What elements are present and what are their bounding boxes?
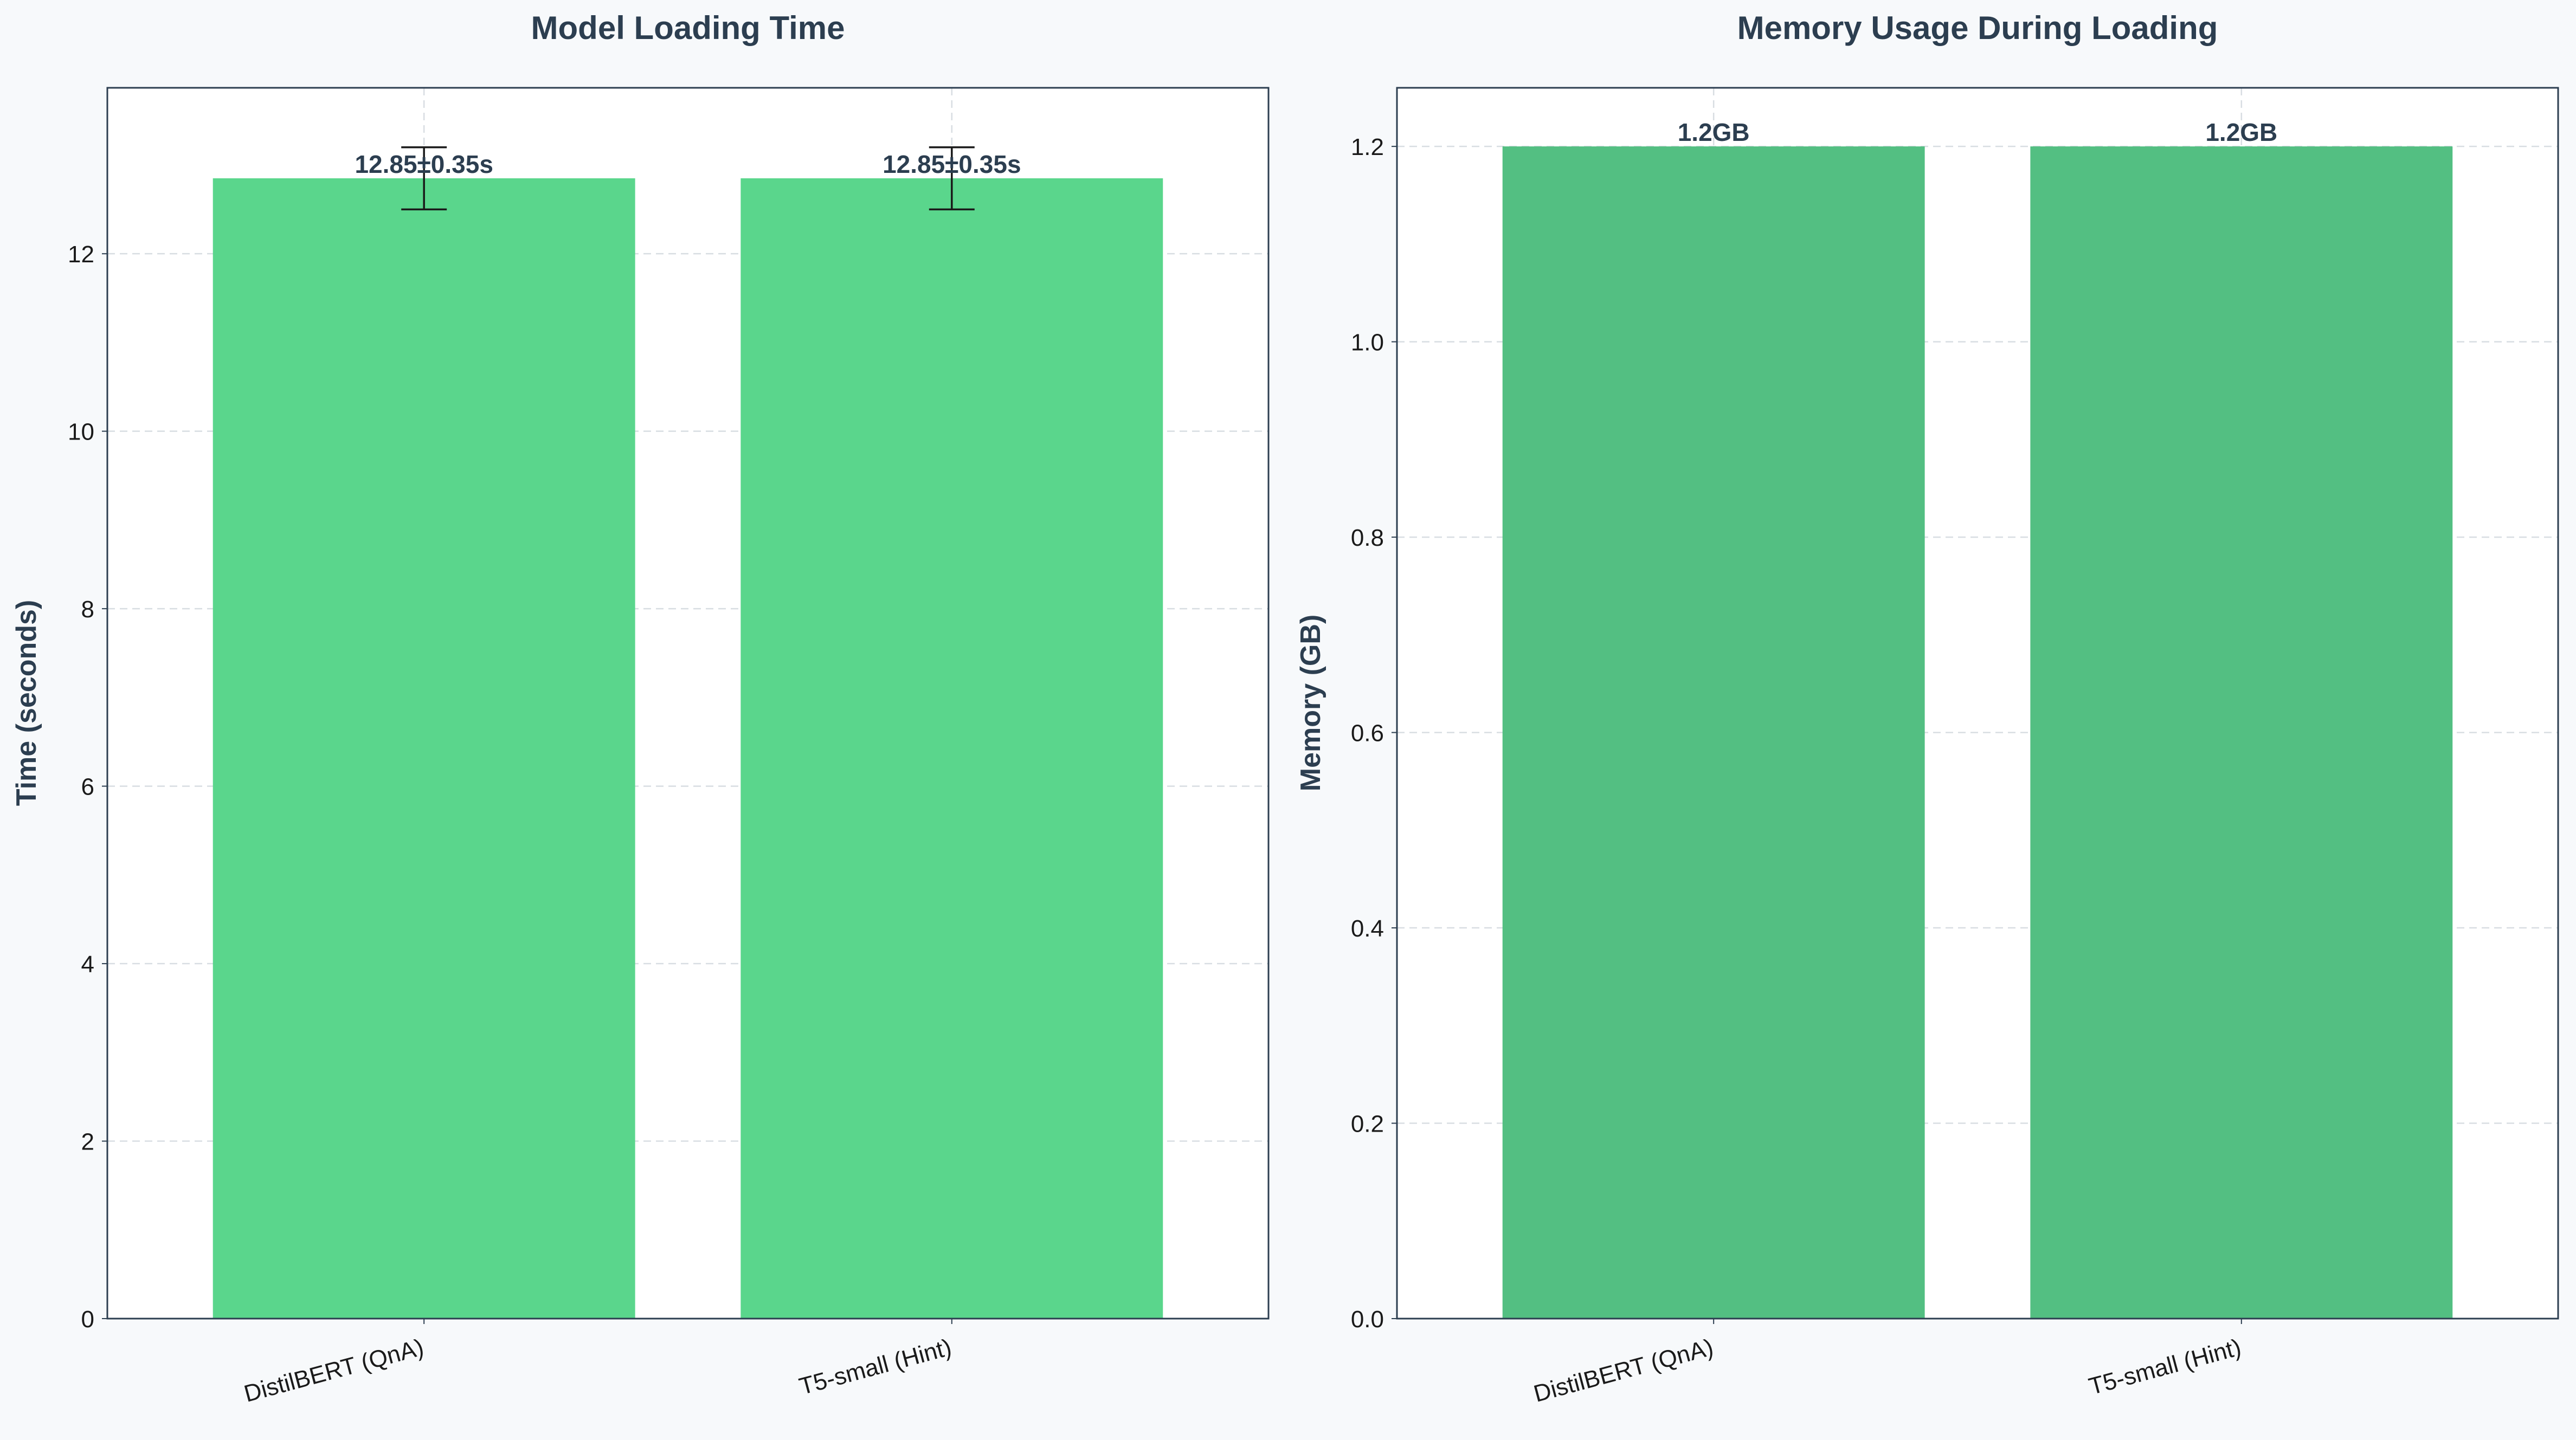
memory-usage-bars bbox=[1502, 146, 2453, 1319]
memory-usage-frame bbox=[1396, 87, 2559, 1320]
memory-usage-y-tick-label: 0.2 bbox=[1351, 1111, 1384, 1138]
loading-time-bar bbox=[212, 178, 635, 1319]
loading-time-value-labels: 12.85±0.35s 12.85±0.35s bbox=[355, 150, 1021, 178]
memory-usage-bar bbox=[1502, 146, 1925, 1319]
loading-time-chart: 12.85±0.35s 12.85±0.35s 0 2 4 6 8 10 12 DistilB… bbox=[11, 10, 1270, 1407]
memory-usage-y-tick-label: 1.2 bbox=[1351, 134, 1384, 160]
memory-usage-value-label: 1.2GB bbox=[1678, 118, 1750, 146]
loading-time-bars bbox=[212, 178, 1163, 1319]
loading-time-x-ticks: DistilBERT (QnA) T5-small (Hint) bbox=[241, 1319, 954, 1407]
loading-time-y-ticks: 0 2 4 6 8 10 12 bbox=[68, 241, 107, 1333]
loading-time-x-tick-label: T5-small (Hint) bbox=[796, 1334, 954, 1400]
loading-time-y-tick-label: 0 bbox=[81, 1306, 94, 1333]
loading-time-y-tick-label: 6 bbox=[81, 774, 94, 800]
memory-usage-value-labels: 1.2GB 1.2GB bbox=[1678, 118, 2278, 146]
loading-time-y-tick-label: 2 bbox=[81, 1129, 94, 1155]
memory-usage-y-axis-label: Memory (GB) bbox=[1295, 615, 1326, 791]
memory-usage-y-ticks: 0.0 0.2 0.4 0.6 0.8 1.0 1.2 bbox=[1351, 134, 1397, 1333]
memory-usage-x-tick-label: T5-small (Hint) bbox=[2086, 1334, 2244, 1400]
loading-time-y-tick-label: 10 bbox=[68, 419, 94, 445]
memory-usage-y-tick-label: 0.4 bbox=[1351, 915, 1384, 942]
loading-time-y-tick-label: 4 bbox=[81, 951, 94, 978]
memory-usage-y-tick-label: 0.6 bbox=[1351, 720, 1384, 747]
loading-time-bar bbox=[740, 178, 1163, 1319]
loading-time-value-label: 12.85±0.35s bbox=[883, 150, 1021, 178]
loading-time-title: Model Loading Time bbox=[531, 10, 845, 46]
loading-time-x-tick-label: DistilBERT (QnA) bbox=[241, 1334, 427, 1407]
loading-time-value-label: 12.85±0.35s bbox=[355, 150, 493, 178]
loading-time-frame bbox=[106, 87, 1270, 1320]
loading-time-y-tick-label: 8 bbox=[81, 596, 94, 623]
memory-usage-x-ticks: DistilBERT (QnA) T5-small (Hint) bbox=[1531, 1319, 2244, 1407]
memory-usage-bar bbox=[2030, 146, 2453, 1319]
memory-usage-y-tick-label: 0.8 bbox=[1351, 525, 1384, 551]
memory-usage-y-tick-label: 0.0 bbox=[1351, 1306, 1384, 1333]
memory-usage-y-tick-label: 1.0 bbox=[1351, 330, 1384, 356]
loading-time-error-bars bbox=[401, 146, 975, 211]
loading-time-y-axis-label: Time (seconds) bbox=[11, 600, 42, 806]
loading-time-y-tick-label: 12 bbox=[68, 241, 94, 268]
memory-usage-title: Memory Usage During Loading bbox=[1737, 10, 2218, 46]
memory-usage-x-tick-label: DistilBERT (QnA) bbox=[1531, 1334, 1716, 1407]
memory-usage-chart: 1.2GB 1.2GB 0.0 0.2 0.4 0.6 0.8 1.0 1.2 DistilB… bbox=[1295, 10, 2559, 1407]
memory-usage-value-label: 1.2GB bbox=[2205, 118, 2277, 146]
